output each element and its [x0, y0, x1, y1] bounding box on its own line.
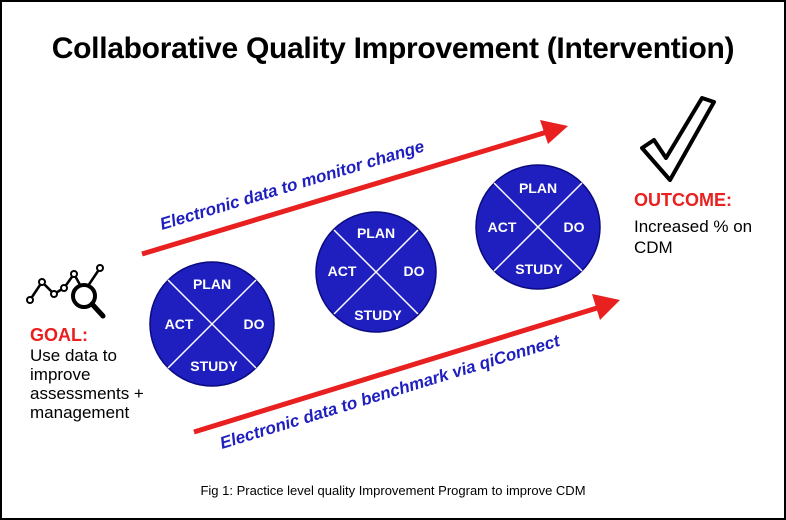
cycle-act-label: ACT — [328, 263, 357, 279]
pdsa-cycle-1: PLAN DO STUDY ACT — [149, 261, 275, 387]
top-arrow-shaft — [141, 129, 548, 257]
cycle-act-label: ACT — [165, 316, 194, 332]
bottom-arrow-head — [592, 294, 620, 320]
cycle-plan-label: PLAN — [193, 276, 231, 292]
checkmark-icon — [640, 96, 716, 182]
outcome-text: Increased % on CDM — [634, 217, 753, 257]
cycle-act-label: ACT — [488, 219, 517, 235]
cycle-study-label: STUDY — [515, 261, 563, 277]
cycle-plan-label: PLAN — [357, 225, 395, 241]
bottom-arrow-shaft — [193, 305, 598, 435]
cycle-do-label: DO — [404, 263, 425, 279]
cycle-do-label: DO — [564, 219, 585, 235]
cycle-plan-label: PLAN — [519, 180, 557, 196]
goal-text: Use data to improve assessments + manage… — [30, 346, 144, 422]
cycle-study-label: STUDY — [354, 307, 402, 323]
top-arrow-head — [540, 120, 568, 144]
pdsa-cycle-3: PLAN DO STUDY ACT — [475, 164, 601, 290]
cycle-do-label: DO — [244, 316, 265, 332]
cycle-divider — [167, 279, 257, 369]
cycle-divider — [493, 182, 583, 272]
goal-label: GOAL: — [30, 325, 88, 345]
outcome-label: OUTCOME: — [634, 190, 732, 210]
cycle-divider — [333, 229, 419, 315]
pdsa-cycle-2: PLAN DO STUDY ACT — [315, 211, 437, 333]
figure-caption: Fig 1: Practice level quality Improvemen… — [200, 483, 586, 498]
cycle-study-label: STUDY — [190, 358, 238, 374]
analytics-magnifier-icon — [26, 264, 106, 319]
page-title: Collaborative Quality Improvement (Inter… — [51, 32, 735, 65]
